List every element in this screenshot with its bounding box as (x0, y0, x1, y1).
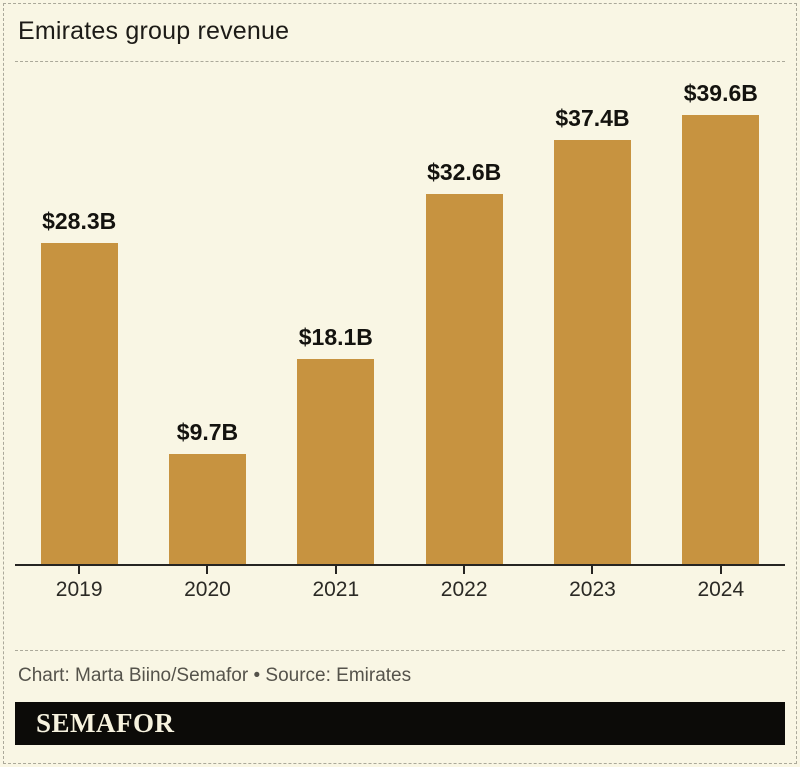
x-tick-label: 2021 (312, 578, 360, 601)
chart-credit: Chart: Marta Biino/Semafor • Source: Emi… (18, 665, 412, 686)
axis-tick (719, 566, 722, 574)
x-tick-label: 2019 (55, 578, 103, 601)
x-axis-slot: 2022 (400, 566, 528, 603)
x-axis-slot: 2023 (528, 566, 656, 603)
semafor-logotype: SEMAFOR (36, 708, 175, 738)
bar-chart-plot-area: $28.3B $9.7B $18.1B $32.6B $37.4B $39.6B (15, 80, 785, 566)
chart-title: Emirates group revenue (18, 17, 290, 45)
bar-group: $37.4B (528, 80, 656, 564)
bar-group: $9.7B (143, 80, 271, 564)
axis-tick (78, 566, 81, 574)
bar (40, 243, 118, 564)
bar-group: $18.1B (272, 80, 400, 564)
title-divider (15, 61, 785, 62)
x-tick-label: 2020 (184, 578, 231, 601)
bar (297, 358, 375, 564)
axis-tick (334, 566, 337, 574)
axis-tick (463, 566, 466, 574)
bar (553, 139, 631, 564)
bar (168, 454, 246, 564)
bar (682, 115, 760, 564)
bar-value-label: $32.6B (427, 159, 502, 186)
semafor-logo-bar: SEMAFOR (15, 702, 785, 745)
x-axis: 2019 2020 2021 2022 2023 2024 (15, 566, 785, 603)
bar-group: $28.3B (15, 80, 143, 564)
footer-divider (15, 650, 785, 651)
axis-tick (591, 566, 594, 574)
bar-value-label: $18.1B (298, 323, 373, 350)
axis-tick (206, 566, 209, 574)
x-axis-slot: 2021 (272, 566, 400, 603)
bar-value-label: $37.4B (555, 104, 630, 131)
x-tick-label: 2024 (697, 578, 745, 601)
x-axis-slot: 2024 (657, 566, 785, 603)
x-tick-label: 2023 (569, 578, 616, 601)
bar-group: $39.6B (657, 80, 785, 564)
bar-value-label: $28.3B (42, 208, 117, 235)
x-axis-slot: 2020 (143, 566, 271, 603)
bar-value-label: $9.7B (176, 419, 239, 446)
bar (425, 194, 503, 564)
bar-value-label: $39.6B (683, 80, 758, 106)
x-axis-slot: 2019 (15, 566, 143, 603)
bar-group: $32.6B (400, 80, 528, 564)
x-tick-label: 2022 (440, 578, 488, 601)
